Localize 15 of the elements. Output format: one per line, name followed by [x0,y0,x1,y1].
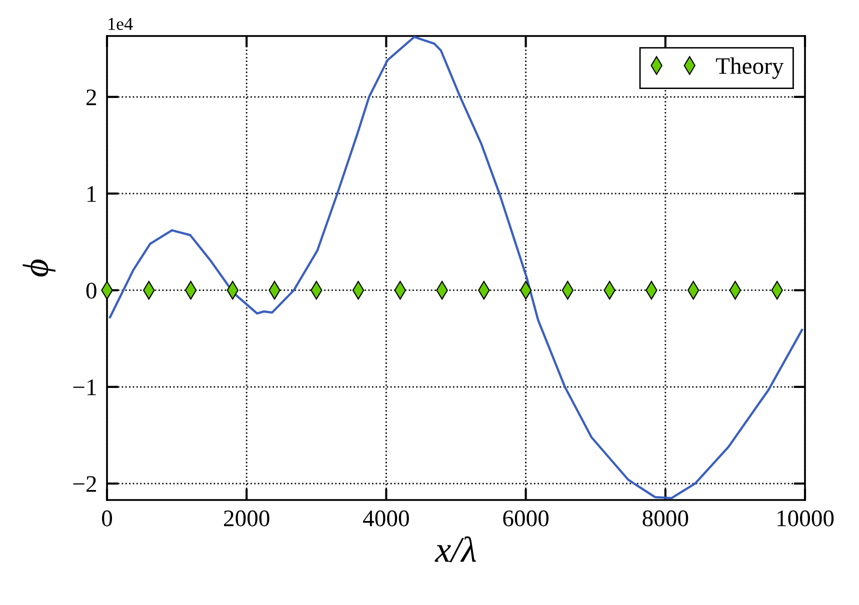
y-tick-label: −1 [73,380,96,396]
x-axis-title: x/λ [434,536,476,562]
text: 1e4 [108,18,133,30]
x-tick-label: 2000 [224,510,270,526]
y-axis-title: ϕ [22,260,56,277]
x-tick-label: 0 [102,510,112,526]
y-tick-label: 1 [88,186,96,202]
x-tick-label: 8000 [642,510,688,526]
x-tick-label: 6000 [503,510,549,526]
legend-label: Theory [716,57,784,79]
y-tick-label: 2 [86,89,96,106]
x-tick-label: 10000 [778,510,834,526]
y-tick-label: −2 [73,476,96,492]
y-tick-label: 0 [86,282,96,299]
x-tick-label: 4000 [363,510,409,526]
